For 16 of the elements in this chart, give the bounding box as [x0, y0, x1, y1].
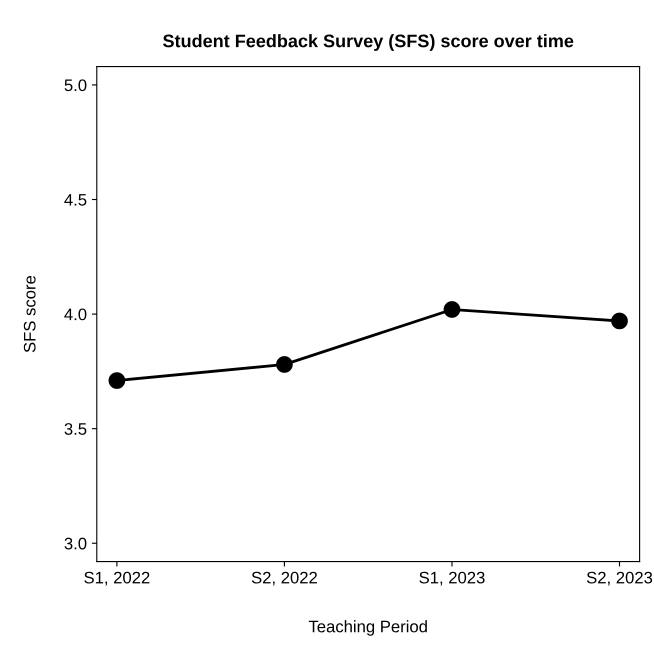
point	[611, 312, 628, 330]
x-tick-label: S2, 2022	[252, 572, 317, 586]
point	[444, 301, 460, 318]
x-tick-label: S2, 2023	[586, 572, 652, 586]
y-tick-label: 5.0	[64, 79, 86, 92]
chart-title: Student Feedback Survey (SFS) score over time	[163, 34, 574, 51]
x-axis-title: Teaching Period	[308, 620, 427, 636]
point	[108, 372, 126, 389]
y-tick-label: 4.5	[64, 194, 86, 206]
x-tick-label: S1, 2023	[419, 572, 485, 586]
x-tick-label: S1, 2022	[84, 572, 150, 586]
y-tick-label: 3.5	[64, 423, 86, 435]
y-tick-label: 4.0	[64, 308, 86, 320]
y-tick-label: 3.0	[64, 538, 86, 550]
y-axis-title: SFS score	[24, 276, 36, 352]
point	[276, 356, 293, 373]
